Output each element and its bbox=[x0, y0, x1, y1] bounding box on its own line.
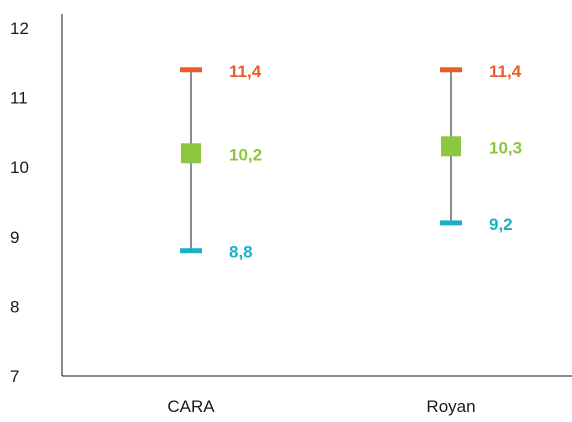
max-label-cara: 11,4 bbox=[229, 62, 262, 81]
min-cap-cara bbox=[180, 248, 202, 254]
mid-marker-royan bbox=[441, 136, 461, 157]
min-label-cara: 8,8 bbox=[229, 243, 253, 262]
min-cap-royan bbox=[440, 220, 462, 226]
y-tick-label-11: 11 bbox=[10, 89, 28, 108]
y-tick-label-8: 8 bbox=[10, 297, 19, 316]
max-cap-cara bbox=[180, 67, 202, 73]
y-tick-label-12: 12 bbox=[10, 19, 29, 38]
x-category-label-cara: CARA bbox=[167, 397, 215, 416]
y-tick-label-10: 10 bbox=[10, 158, 29, 177]
mid-label-cara: 10,2 bbox=[229, 145, 262, 164]
y-tick-label-7: 7 bbox=[10, 367, 19, 386]
min-label-royan: 9,2 bbox=[489, 215, 513, 234]
mid-label-royan: 10,3 bbox=[489, 138, 522, 157]
mid-marker-cara bbox=[181, 143, 201, 164]
max-label-royan: 11,4 bbox=[489, 62, 522, 81]
y-tick-label-9: 9 bbox=[10, 228, 19, 247]
x-category-label-royan: Royan bbox=[426, 397, 475, 416]
max-cap-royan bbox=[440, 67, 462, 73]
